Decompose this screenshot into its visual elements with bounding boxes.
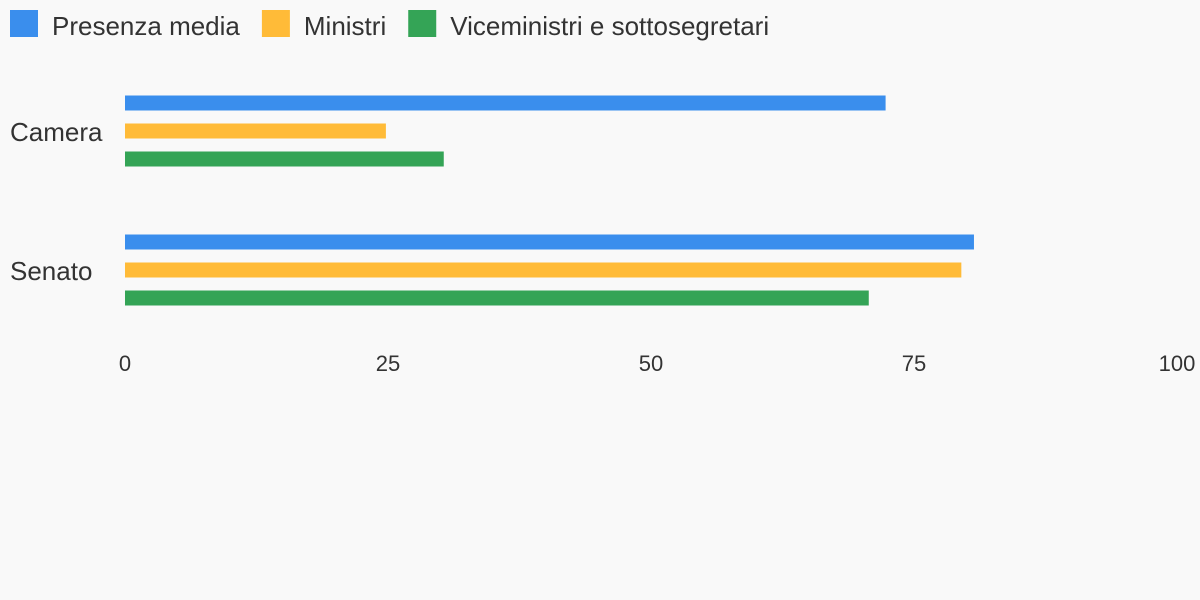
legend-swatch-presenza-media [10, 10, 38, 37]
category-label-camera: Camera [10, 117, 103, 147]
legend-label-viceministri-e-sottosegretari: Viceministri e sottosegretari [450, 11, 769, 41]
bar-senato-presenza-media [125, 234, 974, 250]
x-axis-ticks: 0 25 50 75 100 [119, 351, 1195, 376]
bar-camera-ministri [125, 123, 386, 139]
legend-label-presenza-media: Presenza media [52, 11, 240, 41]
bars [125, 95, 974, 306]
chart-legend: Presenza media Ministri Viceministri e sot… [10, 10, 769, 41]
x-tick-label: 25 [376, 351, 400, 376]
x-tick-label: 50 [639, 351, 663, 376]
legend-swatch-ministri [261, 10, 290, 37]
bar-senato-viceministri-e-sottosegretari [125, 290, 869, 306]
x-tick-label: 100 [1159, 351, 1196, 376]
x-tick-label: 0 [119, 351, 131, 376]
legend-label-ministri: Ministri [304, 11, 386, 41]
x-tick-label: 75 [902, 351, 926, 376]
category-labels: Camera Senato [10, 117, 103, 286]
legend-swatch-viceministri-e-sottosegretari [408, 10, 437, 37]
bar-senato-ministri [125, 262, 962, 278]
bar-camera-presenza-media [125, 95, 886, 111]
bar-camera-viceministri-e-sottosegretari [125, 151, 444, 167]
category-label-senato: Senato [10, 256, 92, 286]
